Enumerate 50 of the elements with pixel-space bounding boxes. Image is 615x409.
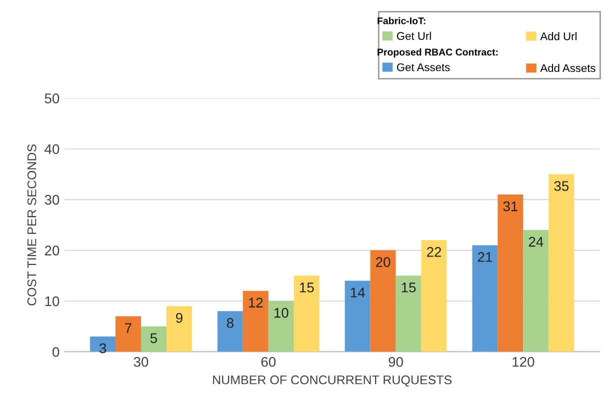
data-label: 10: [274, 308, 288, 318]
data-label: 5: [150, 333, 158, 344]
bar: [268, 301, 294, 352]
bar: [166, 306, 192, 352]
x-tick-label: 30: [134, 356, 148, 367]
y-tick-label: 0: [52, 347, 60, 357]
y-tick-label: 20: [44, 246, 60, 256]
text: Proposed RBAC Contract:: [378, 48, 498, 58]
data-label: 20: [376, 257, 390, 268]
y-tick-label: 40: [44, 144, 60, 154]
y-tick-label: 50: [44, 93, 60, 104]
data-label: 15: [300, 282, 314, 292]
y-tick-label: 30: [44, 194, 60, 205]
bar: [421, 240, 447, 352]
bar: [116, 316, 142, 352]
data-label: 31: [503, 201, 518, 212]
bar: [548, 174, 574, 352]
legend-label: Add Url: [540, 32, 576, 40]
x-tick-label: 120: [512, 356, 534, 367]
data-label: 35: [554, 181, 569, 191]
data-label: 9: [176, 312, 182, 323]
data-label: 12: [249, 298, 263, 308]
bar: [242, 290, 268, 352]
y-axis-title: COST TIME PER SECONDS: [27, 144, 36, 306]
bar: [523, 230, 549, 352]
legend-label: Get Url: [396, 32, 431, 40]
legend-label: Get Assets: [396, 63, 450, 72]
x-tick-label: 60: [261, 356, 276, 367]
bar: [472, 245, 498, 352]
data-label: 7: [125, 323, 132, 333]
x-axis-title: NUMBER OF CONCURRENT RUQUESTS: [213, 375, 452, 387]
bar: [344, 280, 370, 352]
bar: [90, 336, 116, 352]
x-tick-label: 90: [388, 356, 403, 367]
data-label: 24: [528, 236, 544, 247]
data-label: 15: [402, 282, 416, 292]
data-label: 14: [350, 288, 365, 298]
text: Fabric-IoT:: [378, 17, 426, 24]
bar: [370, 250, 396, 352]
bar: [217, 311, 243, 352]
bar: [141, 326, 166, 352]
data-label: 3: [99, 343, 106, 354]
data-label: 21: [478, 252, 492, 262]
bar: [396, 276, 422, 352]
data-label: 22: [426, 247, 442, 257]
bar: [498, 194, 524, 352]
y-tick-label: 10: [45, 296, 60, 306]
data-label: 8: [226, 318, 234, 328]
legend-label: Add Assets: [540, 64, 596, 72]
bar: [294, 276, 320, 352]
